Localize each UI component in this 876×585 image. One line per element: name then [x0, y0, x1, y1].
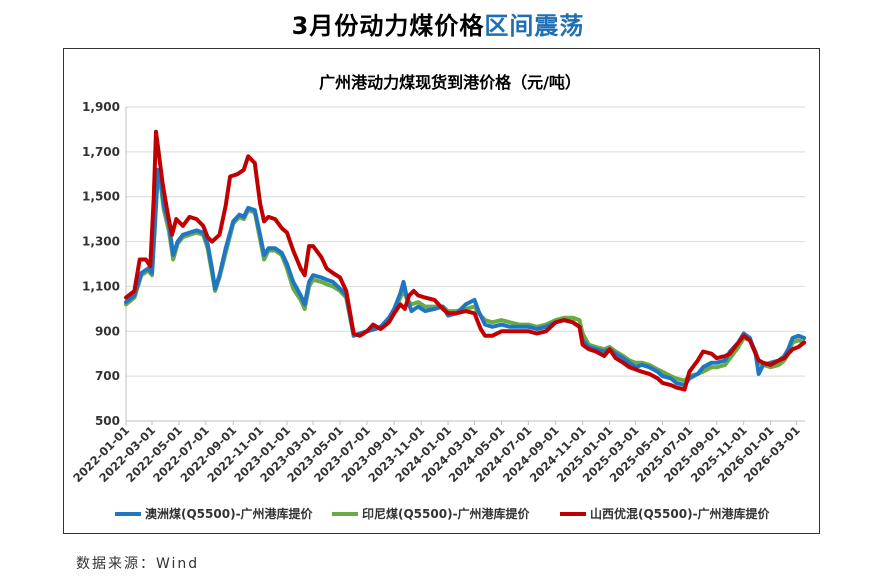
chart-grid	[126, 106, 805, 422]
legend-label: 澳洲煤(Q5500)-广州港库提价	[145, 506, 314, 521]
legend-label: 山西优混(Q5500)-广州港库提价	[590, 506, 771, 521]
series-line-0	[124, 167, 807, 388]
y-tick-label: 1,500	[82, 190, 120, 204]
page-title-main: 3月份动力煤价格	[291, 12, 485, 40]
y-tick-label: 900	[95, 324, 120, 338]
x-axis: 2022-01-012022-03-012022-05-012022-07-01…	[70, 420, 805, 485]
chart-legend: 澳洲煤(Q5500)-广州港库提价 印尼煤(Q5500)-广州港库提价 山西优混(Q…	[115, 506, 771, 521]
y-tick-label: 1,100	[82, 279, 120, 293]
series-line-2	[124, 129, 807, 392]
y-tick-label: 1,900	[82, 100, 120, 114]
page-title-highlight: 区间震荡	[484, 12, 585, 40]
page-title: 3月份动力煤价格区间震荡	[0, 6, 876, 41]
series-lines	[124, 129, 807, 392]
y-tick-label: 1,300	[82, 235, 120, 249]
y-axis: 500 700 900 1,100 1,300 1,500 1,700 1,900	[82, 100, 127, 428]
legend-label: 印尼煤(Q5500)-广州港库提价	[362, 506, 531, 521]
data-source: 数据来源：Wind	[76, 556, 200, 572]
y-tick-label: 1,700	[82, 145, 120, 159]
chart-title: 广州港动力煤现货到港价格（元/吨）	[319, 73, 581, 92]
chart-frame	[63, 48, 820, 534]
y-tick-label: 500	[95, 414, 120, 428]
y-tick-label: 700	[95, 369, 120, 383]
